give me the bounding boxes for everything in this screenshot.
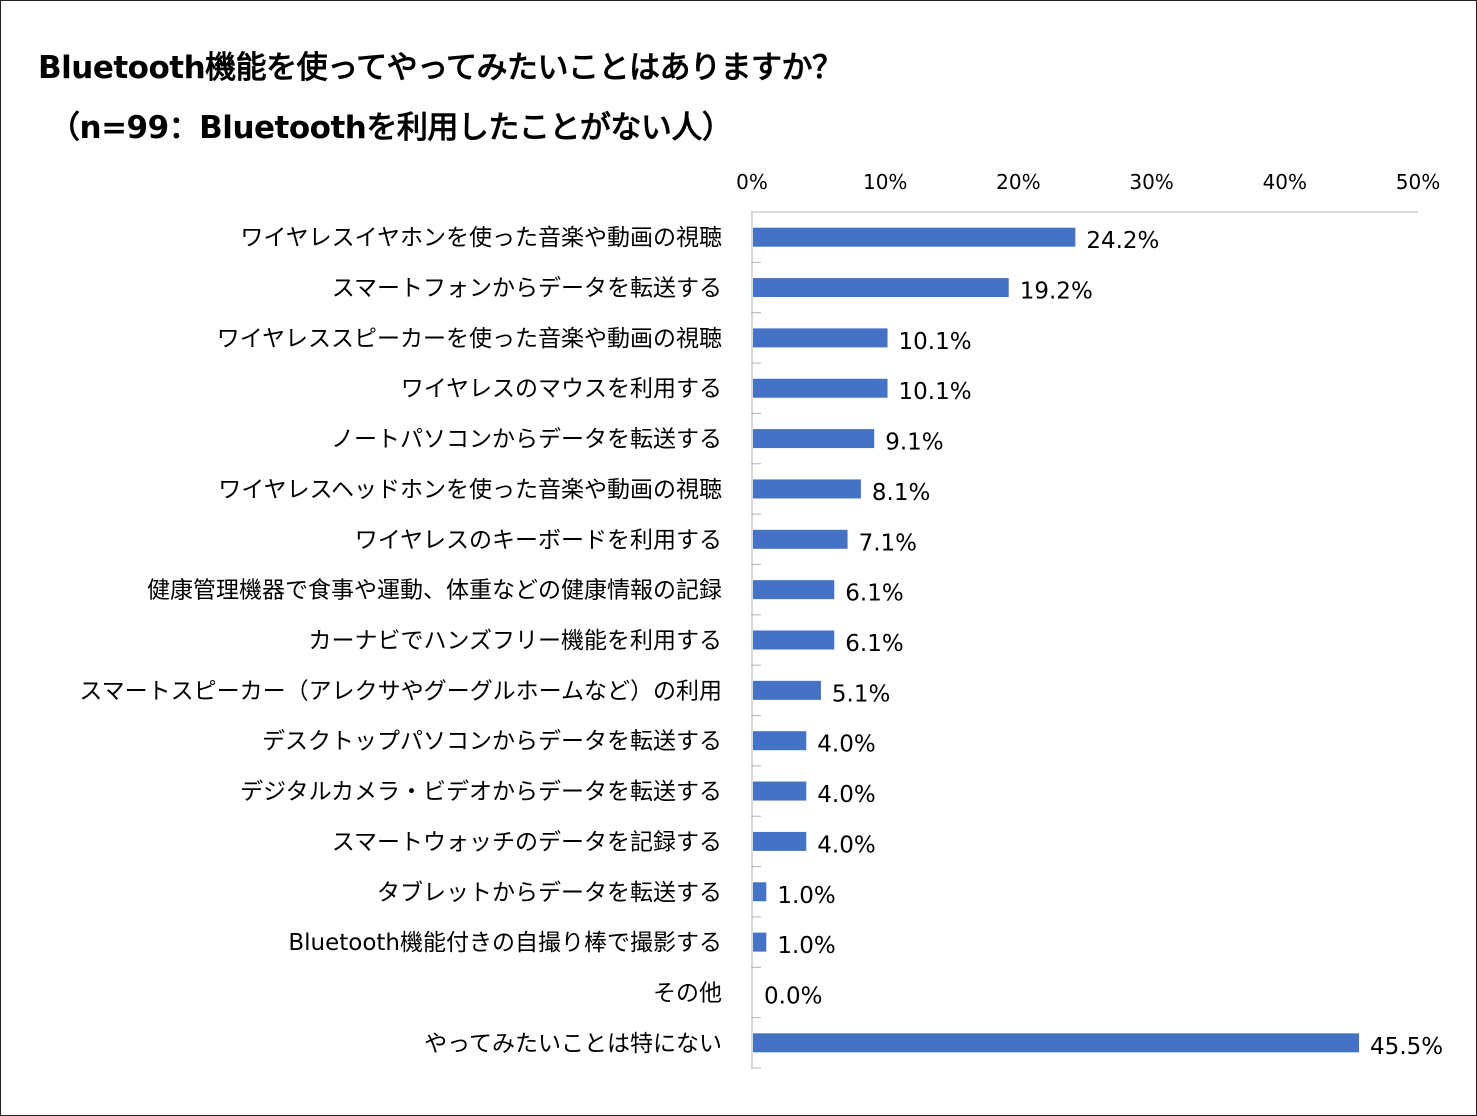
- category-label: ワイヤレススピーカーを使った音楽や動画の視聴: [217, 326, 722, 352]
- bar: [753, 429, 875, 449]
- bar: [753, 479, 861, 499]
- bar: [753, 278, 1009, 298]
- data-label: 5.1%: [832, 681, 890, 707]
- x-tick-label: 30%: [1129, 170, 1173, 194]
- category-label: カーナビでハンズフリー機能を利用する: [308, 628, 722, 654]
- data-label: 1.0%: [777, 933, 835, 959]
- data-label: 0.0%: [764, 983, 822, 1009]
- data-label: 45.5%: [1370, 1034, 1443, 1060]
- data-label: 9.1%: [885, 430, 943, 456]
- category-label: 健康管理機器で食事や運動、体重などの健康情報の記録: [147, 578, 722, 604]
- category-label: ワイヤレスのキーボードを利用する: [355, 527, 722, 553]
- x-tick-label: 10%: [863, 170, 907, 194]
- category-label: スマートウォッチのデータを記録する: [332, 829, 722, 855]
- x-tick-label: 40%: [1263, 170, 1307, 194]
- chart-title: Bluetooth機能を使ってやってみたいことはありますか？: [38, 50, 843, 86]
- bar: [753, 378, 888, 398]
- bar: [753, 831, 807, 851]
- data-label: 4.0%: [817, 732, 875, 758]
- category-label: ワイヤレスのマウスを利用する: [401, 376, 722, 402]
- data-label: 19.2%: [1020, 279, 1093, 305]
- x-tick-label: 20%: [996, 170, 1040, 194]
- category-label: Bluetooth機能付きの自撮り棒で撮影する: [288, 930, 722, 956]
- bar: [753, 731, 807, 751]
- category-label: スマートスピーカー（アレクサやグーグルホームなど）の利用: [79, 678, 722, 704]
- data-label: 4.0%: [817, 782, 875, 808]
- category-label: タブレットからデータを転送する: [377, 880, 722, 906]
- category-label: デスクトップパソコンからデータを転送する: [262, 729, 722, 755]
- bar: [753, 781, 807, 801]
- x-tick-label: 0%: [736, 170, 768, 194]
- category-label: スマートフォンからデータを転送する: [332, 276, 722, 302]
- bar: [753, 630, 835, 650]
- category-label: やってみたいことは特にない: [424, 1031, 722, 1057]
- data-label: 24.2%: [1086, 228, 1159, 254]
- category-label: ノートパソコンからデータを転送する: [331, 427, 722, 453]
- data-label: 6.1%: [845, 581, 903, 607]
- data-label: 10.1%: [899, 329, 972, 355]
- bar: [753, 882, 767, 902]
- category-label: ワイヤレスヘッドホンを使った音楽や動画の視聴: [218, 477, 722, 503]
- data-label: 7.1%: [859, 530, 917, 556]
- x-tick-label: 50%: [1396, 170, 1440, 194]
- data-label: 4.0%: [817, 832, 875, 858]
- bar: [753, 680, 821, 700]
- category-label: ワイヤレスイヤホンを使った音楽や動画の視聴: [240, 225, 722, 251]
- category-label: その他: [653, 980, 722, 1006]
- bar: [753, 227, 1076, 247]
- data-label: 1.0%: [777, 883, 835, 909]
- data-label: 10.1%: [899, 379, 972, 405]
- bar: [753, 1033, 1360, 1053]
- bar: [753, 328, 888, 348]
- bar: [753, 580, 835, 600]
- bar: [753, 529, 848, 549]
- data-label: 6.1%: [845, 631, 903, 657]
- bar: [753, 932, 767, 952]
- category-label: デジタルカメラ・ビデオからデータを転送する: [240, 779, 722, 805]
- data-label: 8.1%: [872, 480, 930, 506]
- chart-subtitle: （n=99：Bluetoothを利用したことがない人）: [49, 110, 733, 146]
